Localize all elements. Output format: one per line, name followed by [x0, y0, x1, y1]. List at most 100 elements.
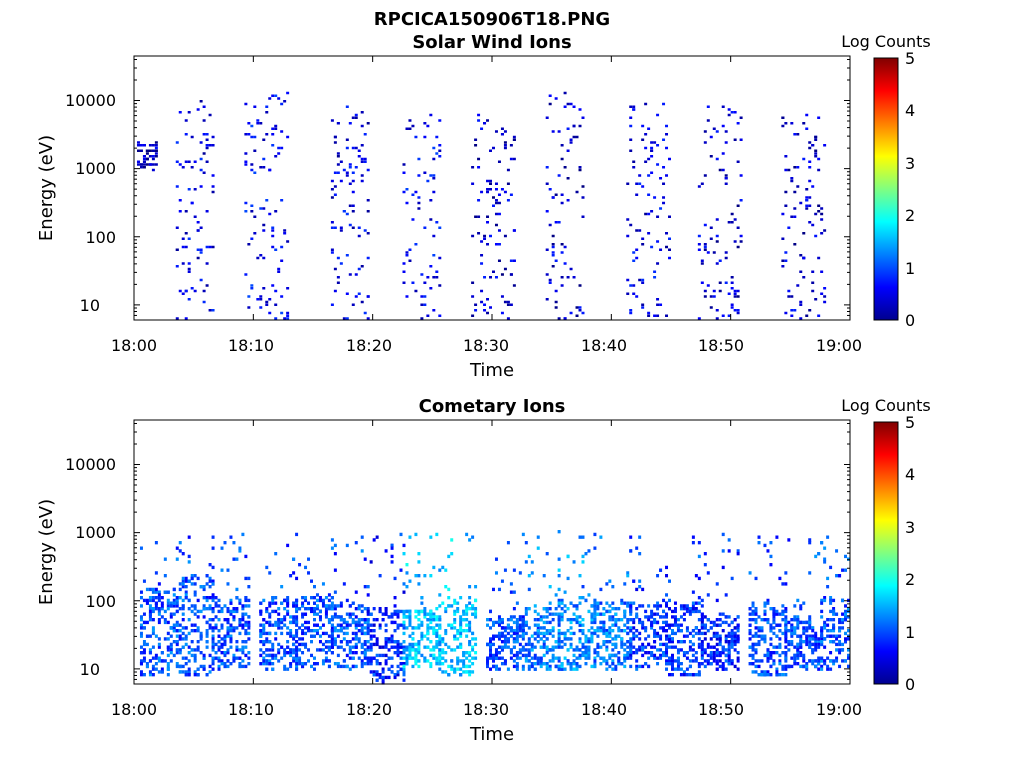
spectrogram-cell: [650, 645, 654, 649]
spectrogram-cell: [363, 160, 367, 163]
spectrogram-cell: [685, 634, 689, 638]
spectrogram-cell: [286, 631, 290, 636]
spectrogram-cell: [301, 651, 305, 655]
spectrogram-cell: [629, 626, 633, 630]
spectrogram-cell: [208, 113, 212, 117]
spectrogram-cell: [730, 640, 734, 644]
spectrogram-cell: [217, 604, 221, 608]
spectrogram-cell: [235, 626, 239, 630]
spectrogram-cell: [760, 618, 764, 622]
spectrogram-cell: [417, 196, 421, 199]
spectrogram-cell: [339, 626, 343, 630]
spectrogram-cell: [214, 642, 218, 647]
spectrogram-cell: [817, 662, 821, 666]
spectrogram-cell: [307, 607, 311, 611]
spectrogram-cell: [265, 620, 269, 625]
spectrogram-cell: [315, 623, 319, 627]
spectrogram-cell: [205, 640, 209, 644]
spectrogram-cell: [727, 113, 731, 117]
spectrogram-cell: [676, 664, 680, 669]
spectrogram-cell: [647, 157, 651, 161]
spectrogram-cell: [354, 637, 358, 641]
spectrogram-cell: [548, 601, 552, 605]
spectrogram-cell: [202, 653, 206, 658]
spectrogram-cell: [184, 232, 188, 235]
spectrogram-cell: [283, 607, 287, 611]
spectrogram-cell: [635, 256, 639, 260]
spectrogram-cell: [596, 607, 600, 611]
spectrogram-cell: [402, 171, 406, 174]
spectrogram-cell: [202, 604, 206, 608]
spectrogram-cell: [378, 574, 382, 578]
spectrogram-cell: [545, 664, 549, 669]
spectrogram-cell: [793, 207, 797, 210]
spectrogram-cell: [518, 656, 522, 660]
spectrogram-cell: [339, 226, 343, 229]
spectrogram-cell: [405, 188, 409, 191]
spectrogram-cell: [244, 576, 248, 581]
spectrogram-cell: [187, 618, 191, 622]
spectrogram-cell: [441, 662, 445, 666]
spectrogram-cell: [500, 273, 504, 276]
spectrogram-cell: [408, 119, 412, 122]
spectrogram-cell: [286, 543, 290, 548]
spectrogram-cell: [623, 612, 627, 616]
spectrogram-cell: [500, 626, 504, 630]
spectrogram-cell: [178, 549, 182, 553]
spectrogram-cell: [530, 645, 534, 649]
spectrogram-cell: [169, 648, 173, 652]
spectrogram-cell: [193, 289, 197, 293]
spectrogram-cell: [641, 664, 645, 669]
spectrogram-cell: [608, 653, 612, 658]
spectrogram-cell: [620, 637, 624, 641]
spectrogram-cell: [751, 662, 755, 666]
spectrogram-cell: [238, 601, 242, 605]
spectrogram-cell: [384, 612, 388, 616]
spectrogram-cell: [229, 601, 233, 605]
spectrogram-cell: [754, 670, 758, 674]
spectrogram-cell: [345, 631, 349, 636]
spectrogram-cell: [396, 640, 400, 644]
spectrogram-cell: [363, 133, 367, 136]
spectrogram-cell: [638, 535, 642, 539]
spectrogram-cell: [847, 607, 850, 611]
spectrogram-cell: [274, 623, 278, 627]
spectrogram-cell: [220, 637, 224, 641]
spectrogram-cell: [748, 653, 752, 658]
spectrogram-cell: [635, 667, 639, 671]
spectrogram-cell: [157, 659, 161, 663]
spectrogram-cell: [139, 634, 143, 638]
spectrogram-cell: [557, 623, 561, 627]
spectrogram-cell: [408, 618, 412, 622]
spectrogram-cell: [611, 648, 615, 652]
spectrogram-cell: [208, 607, 212, 611]
spectrogram-cell: [321, 642, 325, 647]
spectrogram-cell: [181, 166, 185, 169]
spectrogram-cell: [274, 317, 278, 320]
spectrogram-cell: [157, 618, 161, 622]
spectrogram-cell: [841, 642, 845, 647]
spectrogram-cell: [474, 656, 478, 660]
spectrogram-cell: [793, 215, 797, 218]
spectrogram-cell: [363, 157, 367, 161]
spectrogram-cell: [402, 281, 406, 284]
spectrogram-cell: [820, 626, 824, 630]
spectrogram-cell: [139, 626, 143, 630]
spectrogram-cell: [668, 656, 671, 660]
spectrogram-cell: [295, 604, 299, 608]
spectrogram-cell: [662, 201, 666, 205]
spectrogram-cell: [486, 618, 490, 622]
spectrogram-cell: [599, 626, 603, 630]
spectrogram-cell: [369, 623, 373, 627]
spectrogram-cell: [554, 656, 558, 660]
spectrogram-cell: [736, 667, 740, 671]
spectrogram-cell: [432, 177, 436, 180]
spectrogram-cell: [351, 179, 355, 183]
spectrogram-cell: [808, 221, 812, 224]
spectrogram-cell: [190, 648, 194, 652]
spectrogram-cell: [360, 549, 364, 553]
spectrogram-cell: [596, 612, 600, 616]
spectrogram-cell: [196, 609, 200, 614]
spectrogram-cell: [820, 609, 824, 614]
spectrogram-cell: [494, 653, 498, 658]
